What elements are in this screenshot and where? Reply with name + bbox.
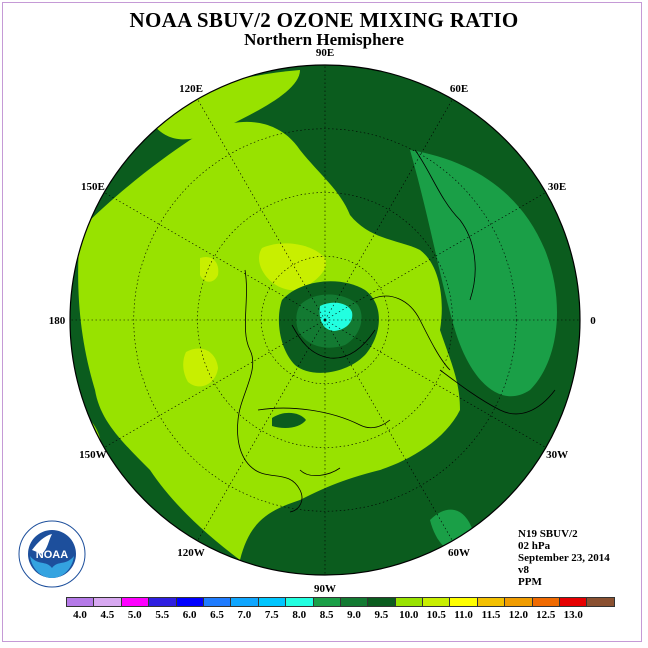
colorbar-swatch [586, 597, 615, 607]
latitude-circle [260, 255, 390, 385]
longitude-label: 90W [314, 583, 336, 595]
longitude-label: 60E [450, 83, 468, 95]
colorbar-swatch [148, 597, 177, 607]
colorbar-swatch [93, 597, 122, 607]
colorbar-swatch [202, 597, 232, 607]
longitude-label: 30W [546, 449, 568, 461]
field-level-8-0-core [319, 302, 353, 331]
info-date: September 23, 2014 [518, 552, 610, 564]
colorbar-swatch [504, 597, 533, 607]
meridian-line [324, 319, 453, 541]
colorbar-tick-label: 9.5 [374, 609, 389, 621]
longitude-label: 150E [81, 181, 105, 193]
longitude-label: 30E [548, 181, 566, 193]
colorbar-tick-label: 13.0 [563, 609, 583, 621]
field-level-10-5-b [200, 256, 219, 282]
colorbar-tick-label: 4.5 [100, 609, 115, 621]
colorbar-tick-label: 5.0 [127, 609, 142, 621]
noaa-logo: NOAA [18, 520, 86, 588]
colorbar-tick-label: 9.0 [347, 609, 361, 621]
colorbar-tick-label: 6.5 [210, 609, 224, 621]
field-level-9-0-us [272, 412, 306, 428]
colorbar-swatch [230, 597, 259, 607]
meridian-line [324, 192, 546, 321]
field-level-10-0-top [150, 70, 300, 140]
meridian-line [104, 192, 326, 321]
logo-text: NOAA [36, 549, 68, 561]
colorbar-tick-label: 12.0 [508, 609, 529, 621]
colorbar [66, 597, 615, 607]
colorbar-swatch [175, 597, 204, 607]
map-subtitle: Northern Hemisphere [244, 30, 404, 49]
meridian-line [197, 99, 326, 321]
meridian-line [324, 99, 453, 321]
colorbar-swatch [339, 597, 369, 607]
colorbar-swatch [367, 597, 396, 607]
colorbar-swatch [257, 597, 287, 607]
colorbar-tick-label: 11.5 [481, 609, 501, 621]
longitude-label: 120W [177, 547, 205, 559]
longitude-label: 0 [590, 315, 596, 327]
longitude-label: 180 [49, 315, 66, 327]
colorbar-swatch [285, 597, 314, 607]
colorbar-swatch [449, 597, 478, 607]
info-instrument: N19 SBUV/2 [518, 528, 578, 540]
colorbar-tick-label: 4.0 [73, 609, 87, 621]
colorbar-tick-label: 8.5 [319, 609, 334, 621]
page-frame [2, 2, 642, 642]
field-level-10-0 [78, 121, 460, 561]
colorbar-tick-label: 5.5 [155, 609, 170, 621]
map-border [69, 64, 581, 576]
colorbar-tick-label: 7.5 [264, 609, 279, 621]
colorbar-swatch [394, 597, 424, 607]
field-level-10-5-c [183, 348, 218, 387]
meridian-line [324, 319, 546, 448]
longitude-label: 150W [79, 449, 107, 461]
colorbar-swatch [476, 597, 506, 607]
field-level-9-5 [410, 150, 557, 397]
longitude-label: 60W [448, 547, 470, 559]
field-level-10-5-a [259, 243, 326, 291]
colorbar-tick-label: 7.0 [237, 609, 252, 621]
info-units: PPM [518, 576, 542, 588]
colorbar-swatch [312, 597, 341, 607]
colorbar-ticks: 4.0 4.5 5.0 5.5 6.0 6.5 7.0 7.5 8.0 8.5 9.0 9.5 10.0… [0, 609, 648, 623]
longitude-label: 120E [179, 83, 203, 95]
map-title: NOAA SBUV/2 OZONE MIXING RATIO [129, 8, 519, 32]
colorbar-swatch [120, 597, 150, 607]
colorbar-swatch [422, 597, 451, 607]
colorbar-tick-label: 10.0 [399, 609, 419, 621]
colorbar-swatch [531, 597, 561, 607]
map-info: N19 SBUV/2 02 hPa September 23, 2014 v8 … [518, 528, 610, 588]
colorbar-swatch [66, 597, 95, 607]
longitude-label: 90E [316, 47, 334, 59]
meridian-line [104, 319, 326, 448]
latitude-circle [133, 128, 517, 512]
colorbar-tick-label: 6.0 [182, 609, 197, 621]
colorbar-tick-label: 10.5 [426, 609, 446, 621]
coastlines [237, 149, 556, 513]
longitude-labels: 90E 60E 30E 0 30W 60W 90W 120W 150W 180 150E 120E [49, 47, 597, 595]
colorbar-tick-label: 12.5 [536, 609, 556, 621]
colorbar-tick-label: 8.0 [292, 609, 307, 621]
meridian-line [197, 319, 326, 541]
colorbar-tick-label: 11.0 [454, 609, 473, 621]
graticule [70, 65, 580, 575]
colorbar-swatch [559, 597, 588, 607]
latitude-circle [197, 192, 453, 448]
info-level: 02 hPa [518, 540, 551, 552]
info-version: v8 [518, 564, 529, 576]
